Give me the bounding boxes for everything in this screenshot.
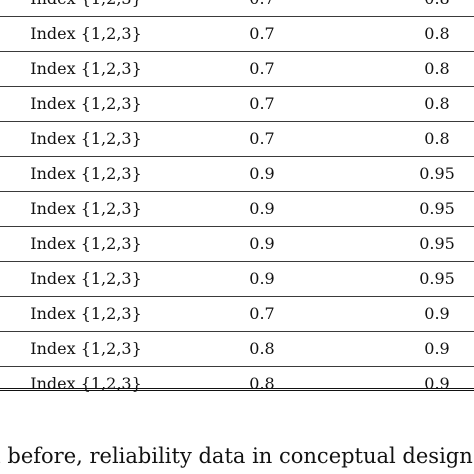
value-cell-b: 0.8 bbox=[424, 24, 450, 43]
table-row: Index {1,2,3} 0.7 0.8 bbox=[0, 87, 474, 122]
index-cell: Index {1,2,3} bbox=[30, 199, 142, 218]
table-bottom-rule bbox=[0, 388, 474, 391]
value-cell-b: 0.9 bbox=[424, 339, 450, 358]
table-row: Index {1,2,3} 0.8 0.9 bbox=[0, 367, 474, 402]
value-cell-a: 0.7 bbox=[249, 94, 275, 113]
value-cell-a: 0.7 bbox=[249, 0, 274, 16]
value-cell-b: 0.8 bbox=[424, 0, 449, 16]
value-cell-b: 0.95 bbox=[419, 234, 455, 253]
index-cell: Index {1,2,3} bbox=[30, 0, 142, 16]
value-cell-a: 0.9 bbox=[249, 234, 275, 253]
index-cell: Index {1,2,3} bbox=[30, 304, 142, 323]
table-row: Index {1,2,3} 0.7 0.8 bbox=[0, 0, 474, 17]
table-row: Index {1,2,3} 0.8 0.9 bbox=[0, 332, 474, 367]
value-cell-a: 0.7 bbox=[249, 129, 275, 148]
table-row: Index {1,2,3} 0.7 0.8 bbox=[0, 122, 474, 157]
value-cell-a: 0.8 bbox=[249, 374, 275, 393]
table-row: Index {1,2,3} 0.7 0.8 bbox=[0, 52, 474, 87]
data-table: Index {1,2,3} 0.7 0.8 Index {1,2,3} 0.7 … bbox=[0, 0, 474, 402]
value-cell-a: 0.9 bbox=[249, 269, 275, 288]
value-cell-a: 0.7 bbox=[249, 24, 275, 43]
index-cell: Index {1,2,3} bbox=[30, 269, 142, 288]
value-cell-a: 0.8 bbox=[249, 339, 275, 358]
index-cell: Index {1,2,3} bbox=[30, 339, 142, 358]
table-row: Index {1,2,3} 0.9 0.95 bbox=[0, 227, 474, 262]
table-row: Index {1,2,3} 0.9 0.95 bbox=[0, 192, 474, 227]
value-cell-b: 0.95 bbox=[419, 164, 455, 183]
table-row: Index {1,2,3} 0.7 0.9 bbox=[0, 297, 474, 332]
value-cell-a: 0.7 bbox=[249, 304, 275, 323]
index-cell: Index {1,2,3} bbox=[30, 164, 142, 183]
table-row: Index {1,2,3} 0.9 0.95 bbox=[0, 157, 474, 192]
index-cell: Index {1,2,3} bbox=[30, 374, 142, 393]
value-cell-b: 0.95 bbox=[419, 199, 455, 218]
table-row: Index {1,2,3} 0.9 0.95 bbox=[0, 262, 474, 297]
table-row: Index {1,2,3} 0.7 0.8 bbox=[0, 17, 474, 52]
index-cell: Index {1,2,3} bbox=[30, 234, 142, 253]
index-cell: Index {1,2,3} bbox=[30, 24, 142, 43]
value-cell-b: 0.8 bbox=[424, 94, 450, 113]
value-cell-b: 0.8 bbox=[424, 129, 450, 148]
index-cell: Index {1,2,3} bbox=[30, 129, 142, 148]
value-cell-b: 0.95 bbox=[419, 269, 455, 288]
value-cell-b: 0.8 bbox=[424, 59, 450, 78]
value-cell-b: 0.9 bbox=[424, 374, 450, 393]
value-cell-a: 0.9 bbox=[249, 199, 275, 218]
value-cell-b: 0.9 bbox=[424, 304, 450, 323]
value-cell-a: 0.9 bbox=[249, 164, 275, 183]
value-cell-a: 0.7 bbox=[249, 59, 275, 78]
index-cell: Index {1,2,3} bbox=[30, 94, 142, 113]
body-paragraph: l before, reliability data in conceptual… bbox=[0, 444, 474, 468]
index-cell: Index {1,2,3} bbox=[30, 59, 142, 78]
